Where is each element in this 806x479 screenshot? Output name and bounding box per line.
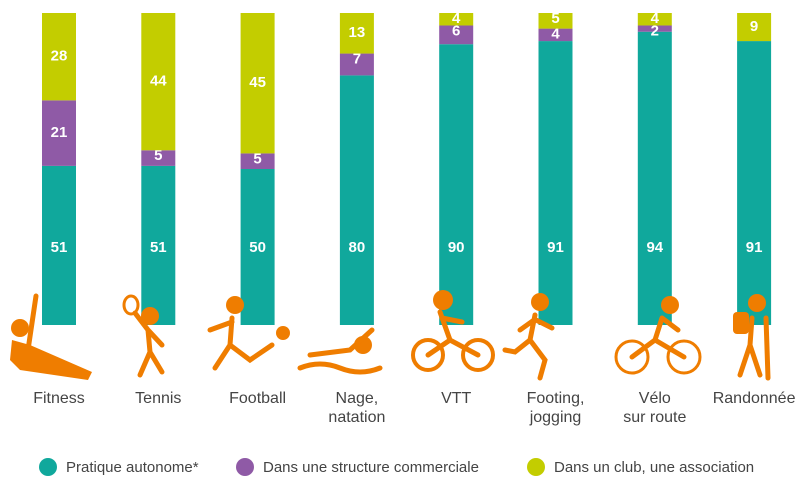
- bar-segment: [637, 31, 672, 325]
- bar-segment: [339, 13, 374, 54]
- bar-segment: [737, 41, 772, 326]
- legend-swatch: [39, 458, 57, 476]
- bar-segment: [42, 100, 76, 166]
- value-label: 91: [547, 239, 564, 256]
- category-label: VTT: [441, 390, 472, 407]
- bar-segment: [538, 13, 573, 29]
- legend-swatch: [236, 458, 254, 476]
- value-label: 94: [646, 239, 663, 256]
- category-label: Tennis: [135, 390, 182, 407]
- bar-segment: [141, 13, 176, 151]
- bar-segment: [339, 75, 374, 326]
- value-label: 7: [353, 51, 361, 68]
- value-label: 5: [154, 147, 162, 164]
- value-label: 21: [51, 124, 68, 141]
- category-label: Randonnée: [712, 390, 796, 407]
- bar-segment: [42, 13, 76, 101]
- value-label: 80: [349, 239, 366, 256]
- value-label: 13: [349, 24, 366, 41]
- value-label: 91: [746, 239, 763, 256]
- value-label: 6: [452, 22, 460, 39]
- legend-label: Dans un club, une association: [554, 459, 754, 476]
- bar-segment: [538, 28, 573, 42]
- legend-label: Pratique autonome*: [66, 459, 199, 476]
- value-label: 4: [651, 10, 660, 27]
- bar-segment: [637, 25, 672, 32]
- value-label: 50: [249, 239, 266, 256]
- bar-segment: [141, 150, 176, 166]
- category-label: Fitness: [33, 390, 85, 407]
- bar-segment: [240, 169, 275, 325]
- value-label: 2: [651, 22, 659, 39]
- bar-segment: [637, 13, 672, 26]
- category-label: Football: [229, 390, 287, 407]
- bar-segment: [737, 13, 772, 42]
- value-label: 5: [253, 150, 261, 167]
- legend-label: Dans une structure commerciale: [263, 459, 479, 476]
- value-label: 51: [150, 239, 167, 256]
- bar-segment: [240, 13, 275, 154]
- bar-segment: [439, 44, 474, 325]
- value-label: 90: [448, 239, 465, 256]
- bar-segment: [339, 53, 374, 76]
- value-label: 5: [551, 10, 559, 27]
- value-label: 45: [249, 74, 266, 91]
- value-label: 44: [150, 73, 167, 90]
- bar-segment: [240, 153, 275, 169]
- bar-segment: [141, 165, 176, 325]
- legend-swatch: [527, 458, 545, 476]
- bar-segment: [439, 13, 474, 26]
- value-label: 9: [750, 18, 758, 35]
- value-label: 28: [51, 48, 68, 65]
- value-label: 4: [452, 10, 461, 27]
- category-label: Nage, natation: [328, 390, 386, 426]
- category-label: Vélo sur route: [623, 390, 687, 426]
- value-label: 4: [551, 26, 560, 43]
- bar-segment: [42, 165, 76, 325]
- bar-segment: [439, 25, 474, 45]
- value-label: 51: [51, 239, 68, 256]
- category-label: Footing, jogging: [526, 390, 585, 426]
- bar-segment: [538, 41, 573, 326]
